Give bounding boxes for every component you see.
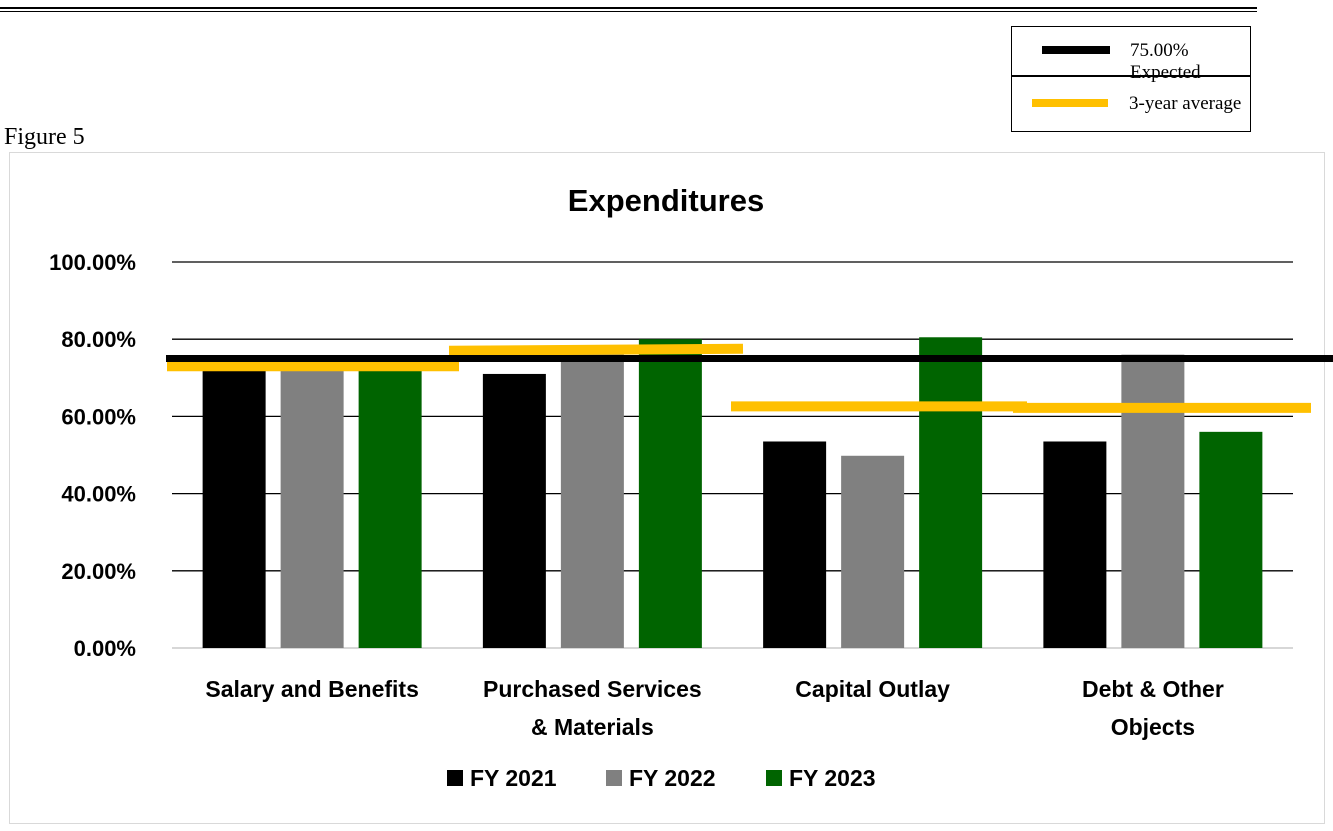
bar-fy-2023 [638, 339, 702, 648]
expected-swatch [1042, 46, 1110, 54]
y-tick-label: 80.00% [61, 327, 136, 352]
legend-swatch [606, 770, 622, 786]
bar-fy-2023 [358, 364, 422, 648]
category-label: Capital Outlay [795, 676, 950, 702]
three-year-average-line [448, 343, 744, 356]
figure-label: Figure 5 [4, 124, 85, 150]
y-tick-label: 100.00% [49, 250, 136, 275]
bar-fy-2022 [560, 346, 624, 648]
bar-fy-2021 [1043, 441, 1107, 648]
legend-swatch [766, 770, 782, 786]
bar-fy-2023 [1199, 431, 1263, 648]
legend-label: FY 2021 [470, 765, 557, 791]
category-label: Salary and Benefits [205, 676, 418, 702]
bar-fy-2021 [763, 441, 827, 648]
bar-fy-2022 [841, 455, 905, 648]
legend-label: FY 2022 [629, 765, 716, 791]
category-label: Objects [1111, 714, 1195, 740]
category-label: Purchased Services [483, 676, 702, 702]
top-rule [0, 7, 1257, 9]
y-tick-label: 60.00% [61, 404, 136, 429]
bar-fy-2023 [919, 337, 983, 648]
bar-fy-2022 [1121, 354, 1185, 648]
bar-fy-2021 [482, 373, 546, 648]
y-tick-label: 40.00% [61, 482, 136, 507]
category-label: & Materials [531, 714, 654, 740]
chart-title: Expenditures [568, 183, 764, 218]
top-rule-secondary [0, 11, 1257, 12]
average-legend-label: 3-year average [1129, 93, 1242, 114]
legend-swatch [447, 770, 463, 786]
expected-legend-label: 75.00% Expected [1130, 40, 1201, 83]
average-legend-box: 3-year average [1011, 76, 1251, 132]
bar-fy-2021 [202, 364, 266, 648]
legend-label: FY 2023 [789, 765, 876, 791]
bar-fy-2022 [280, 364, 344, 648]
chart-frame [9, 152, 1325, 824]
y-tick-label: 0.00% [74, 636, 136, 661]
expected-legend-box: 75.00% Expected [1011, 26, 1251, 83]
category-label: Debt & Other [1082, 676, 1224, 702]
y-tick-label: 20.00% [61, 559, 136, 584]
average-swatch [1032, 99, 1108, 107]
